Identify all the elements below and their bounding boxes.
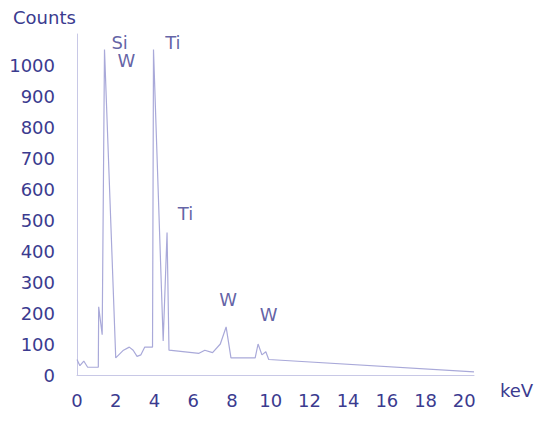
- svg-text:keV: keV: [500, 380, 534, 401]
- svg-text:Counts: Counts: [13, 7, 76, 28]
- svg-text:700: 700: [21, 148, 55, 169]
- svg-text:2: 2: [110, 390, 121, 411]
- svg-text:Ti: Ti: [164, 32, 180, 53]
- svg-text:Si: Si: [111, 31, 128, 53]
- svg-text:800: 800: [21, 117, 55, 138]
- svg-text:600: 600: [21, 179, 55, 200]
- svg-text:18: 18: [414, 390, 437, 411]
- svg-text:20: 20: [453, 390, 476, 411]
- svg-text:0: 0: [44, 365, 55, 386]
- svg-text:16: 16: [375, 390, 398, 411]
- svg-text:0: 0: [71, 390, 82, 411]
- svg-text:6: 6: [187, 390, 198, 411]
- svg-text:8: 8: [226, 390, 237, 411]
- svg-text:300: 300: [21, 272, 55, 293]
- svg-text:W: W: [260, 304, 278, 325]
- svg-text:W: W: [117, 50, 135, 71]
- svg-text:1000: 1000: [9, 55, 55, 76]
- svg-text:Ti: Ti: [177, 203, 193, 224]
- svg-text:12: 12: [298, 390, 321, 411]
- svg-text:200: 200: [21, 303, 55, 324]
- svg-text:14: 14: [337, 390, 360, 411]
- svg-text:4: 4: [149, 390, 160, 411]
- svg-text:900: 900: [21, 86, 55, 107]
- svg-text:10: 10: [259, 390, 282, 411]
- svg-text:400: 400: [21, 241, 55, 262]
- svg-text:W: W: [219, 289, 237, 310]
- svg-text:100: 100: [21, 334, 55, 355]
- svg-text:500: 500: [21, 210, 55, 231]
